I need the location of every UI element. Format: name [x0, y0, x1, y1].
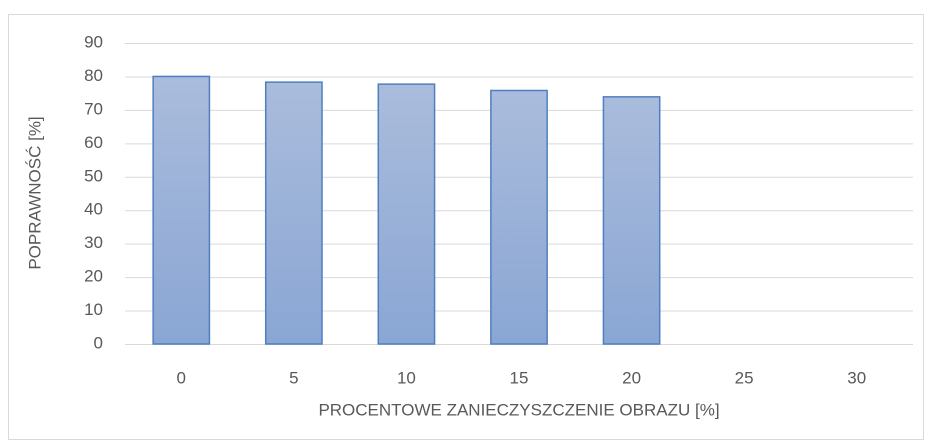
x-tick-label: 5: [289, 368, 298, 387]
y-tick-label: 80: [84, 66, 103, 85]
x-tick-label: 0: [177, 368, 186, 387]
x-tick-label: 20: [622, 368, 641, 387]
y-tick-label: 10: [84, 300, 103, 319]
x-tick-label: 10: [397, 368, 416, 387]
bar: [264, 81, 323, 345]
x-tick-label: 30: [847, 368, 866, 387]
y-tick-label: 90: [84, 32, 103, 51]
bar: [490, 89, 548, 345]
y-tick-label: 60: [84, 133, 103, 152]
bar: [152, 75, 211, 345]
y-tick-label: 20: [84, 267, 103, 286]
x-axis-title: PROCENTOWE ZANIECZYSZCZENIE OBRAZU [%]: [318, 400, 719, 419]
y-tick-label: 40: [84, 200, 103, 219]
bar: [377, 83, 436, 345]
x-tick-label: 25: [735, 368, 754, 387]
x-tick-label: 15: [510, 368, 529, 387]
y-tick-label: 30: [84, 233, 103, 252]
y-axis-title: POPRAWNOŚĆ [%]: [25, 116, 44, 269]
y-tick-label: 70: [84, 99, 103, 118]
bar: [602, 96, 661, 345]
y-tick-label: 0: [94, 333, 103, 352]
chart-frame: [8, 14, 924, 440]
y-tick-label: 50: [84, 166, 103, 185]
